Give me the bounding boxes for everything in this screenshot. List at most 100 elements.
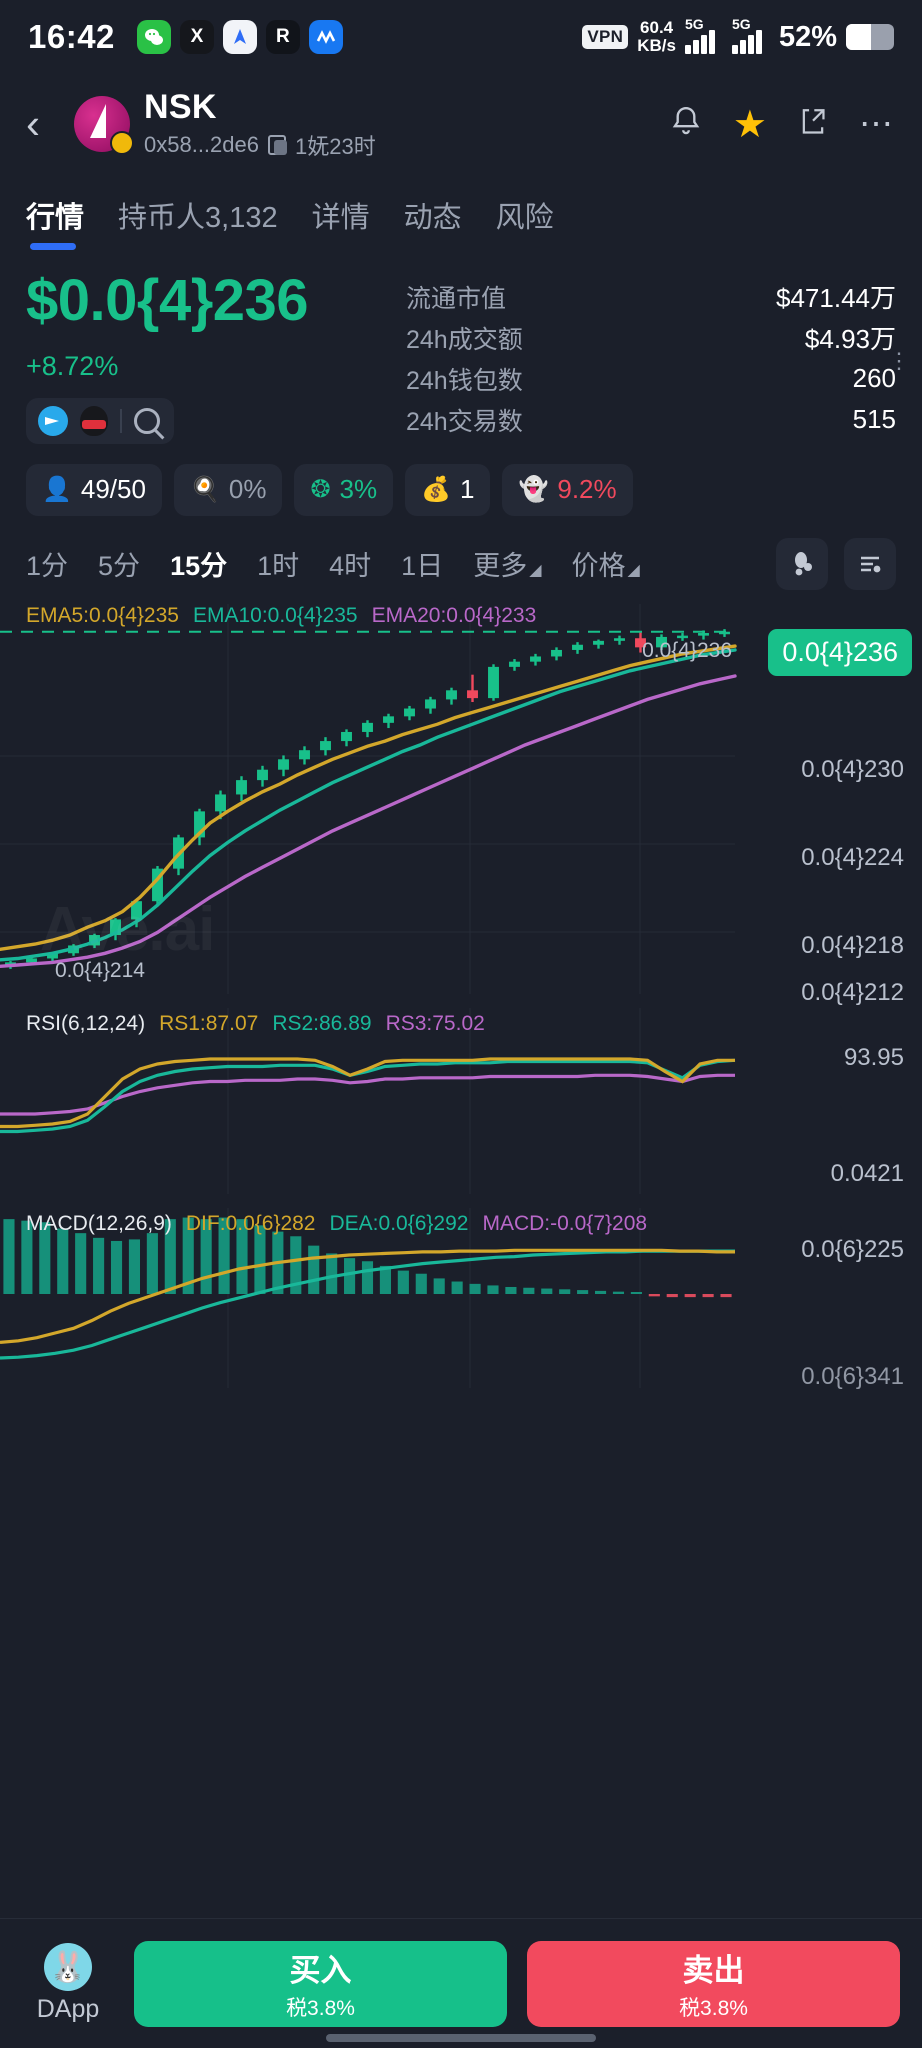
dif-legend: DIF:0.0{6}282 [185, 1211, 316, 1235]
wechat-icon [136, 20, 171, 54]
rs2-legend: RS2:86.89 [272, 1011, 372, 1035]
sell-button[interactable]: 卖出 税3.8% [527, 1940, 900, 2027]
timeframe-15m[interactable]: 15分 [170, 551, 228, 582]
chevron-down-icon: ◢ [627, 562, 640, 580]
dapp-label: DApp [36, 1995, 100, 2023]
low-price-marker: 0.0{4}214 [55, 958, 145, 982]
price-column: $0.0{4}236 +8.72% [26, 268, 406, 444]
knot-icon: ❂ [310, 475, 331, 503]
candlestick-chart[interactable] [0, 603, 922, 994]
ghost-icon: 👻 [518, 475, 549, 503]
more-dots-icon[interactable]: ⋯ [859, 105, 896, 143]
rsi-panel[interactable]: RSI(6,12,24) RS1:87.07 RS2:86.89 RS3:75.… [0, 1007, 922, 1194]
trade-bar: 🐰 DApp 买入 税3.8% 卖出 税3.8% [0, 1918, 922, 2048]
rsi-tick-label: 0.0421 [830, 1159, 904, 1187]
timeframe-1m[interactable]: 1分 [26, 551, 69, 582]
current-price-badge: 0.0{4}236 [768, 628, 912, 676]
telegram-icon[interactable] [38, 405, 68, 436]
macd-panel[interactable]: MACD(12,26,9) DIF:0.0{6}282 DEA:0.0{6}29… [0, 1207, 922, 1390]
pancake-bunny-icon: 🐰 [44, 1943, 92, 1991]
rsi-chart[interactable] [0, 1007, 922, 1194]
sim2-label: 5G [731, 16, 751, 32]
badge-ghost[interactable]: 👻 9.2% [502, 463, 633, 516]
share-icon[interactable] [797, 105, 829, 144]
badge-value: 0% [228, 474, 267, 505]
home-indicator [326, 2034, 596, 2042]
net-speed-value: 60.4 [640, 18, 674, 38]
badge-value: 49/50 [80, 474, 146, 505]
dapp-button[interactable]: 🐰 DApp [22, 1943, 114, 2024]
network-speed: 60.4 KB/s [637, 19, 676, 55]
chef-hat-icon: 🍳 [189, 475, 220, 503]
rsi-legend: RSI(6,12,24) RS1:87.07 RS2:86.89 RS3:75.… [26, 1012, 485, 1036]
stat-label: 24h交易数 [406, 407, 523, 436]
stat-value: 260 [852, 363, 896, 393]
stat-row: 24h钱包数 260 [406, 358, 896, 399]
stat-value: $471.44万 [776, 283, 896, 313]
token-address[interactable]: 0x58...2de6 [144, 131, 259, 157]
macd-legend: MACD(12,26,9) DIF:0.0{6}282 DEA:0.0{6}29… [26, 1212, 647, 1236]
rsi-tick-label: 93.95 [843, 1043, 904, 1071]
m-app-icon [308, 20, 343, 54]
chart-settings-icon[interactable] [844, 537, 896, 590]
badge-moneybag[interactable]: 💰 1 [405, 463, 491, 516]
indicators-icon[interactable] [776, 537, 828, 590]
timeframe-1d[interactable]: 1日 [401, 551, 444, 582]
header-actions: ★ ⋯ [669, 102, 896, 147]
chart-mode-price[interactable]: 价格 ◢ [572, 544, 640, 583]
badge-chef[interactable]: 🍳 0% [173, 463, 283, 516]
star-icon[interactable]: ★ [732, 103, 767, 146]
status-indicators: VPN 60.4 KB/s 5G 5G 52% [582, 16, 894, 55]
price-mode-label: 价格 [571, 551, 626, 582]
tab-risk[interactable]: 风险 [495, 202, 554, 234]
timeframe-5m[interactable]: 5分 [98, 551, 141, 582]
r-app-icon: R [265, 20, 300, 54]
timeframe-more[interactable]: 更多 ◢ [473, 544, 541, 583]
qq-icon[interactable] [80, 405, 108, 436]
buy-button[interactable]: 买入 税3.8% [134, 1940, 507, 2027]
tab-details[interactable]: 详情 [311, 202, 370, 234]
chart-container[interactable]: EMA5:0.0{4}235 EMA10:0.0{4}235 EMA20:0.0… [0, 603, 922, 1006]
stat-row: 24h成交额 $4.93万 [406, 317, 896, 358]
section-tabs: 行情 持币人3,132 详情 动态 风险 [0, 174, 922, 250]
battery-icon [846, 24, 894, 50]
battery-percent: 52% [778, 20, 837, 53]
y-tick-label: 0.0{4}230 [801, 755, 904, 783]
timeframe-1h[interactable]: 1时 [257, 551, 300, 582]
y-tick-label: 0.0{4}212 [801, 978, 904, 1006]
stat-label: 流通市值 [406, 284, 507, 313]
copy-icon[interactable] [267, 134, 287, 155]
search-icon[interactable] [134, 407, 160, 434]
token-name: NSK [144, 87, 217, 126]
token-logo [74, 96, 134, 155]
macd-legend-value: MACD:-0.0{7}208 [482, 1211, 648, 1235]
y-tick-label: 0.0{4}224 [801, 843, 904, 871]
token-header: ‹ NSK 0x58...2de6 1妩23时 ★ ⋯ [0, 74, 922, 174]
chevron-down-icon: ◢ [529, 562, 542, 580]
risk-badges: 👤 49/50 🍳 0% ❂ 3% 💰 1 👻 9.2% [0, 444, 922, 516]
badge-value: 9.2% [557, 474, 617, 505]
badge-value: 1 [460, 474, 475, 505]
badge-holders[interactable]: 👤 49/50 [26, 463, 162, 516]
vpn-badge: VPN [582, 25, 629, 49]
rs1-legend: RS1:87.07 [159, 1011, 259, 1035]
stats-more-icon[interactable]: ⋮ [888, 348, 910, 373]
macd-chart[interactable] [0, 1207, 922, 1388]
badge-knot[interactable]: ❂ 3% [294, 463, 394, 516]
price-change: +8.72% [26, 350, 119, 381]
bell-icon[interactable] [669, 104, 703, 145]
watermark: Ave.ai [40, 894, 215, 964]
ema-legend: EMA5:0.0{4}235 EMA10:0.0{4}235 EMA20:0.0… [26, 604, 536, 628]
stat-label: 24h钱包数 [406, 366, 523, 395]
tab-activity[interactable]: 动态 [403, 202, 462, 234]
sell-tax: 税3.8% [679, 1997, 748, 2020]
sim1-label: 5G [684, 16, 704, 32]
tab-holders[interactable]: 持币人3,132 [118, 202, 278, 234]
tab-market[interactable]: 行情 [26, 194, 84, 250]
y-tick-label: 0.0{4}218 [801, 931, 904, 959]
current-price-inline-label: 0.0{4}236 [642, 638, 732, 662]
social-links [26, 397, 174, 444]
token-meta: NSK 0x58...2de6 1妩23时 [144, 88, 376, 161]
timeframe-4h[interactable]: 4时 [329, 551, 372, 582]
back-button[interactable]: ‹ [26, 100, 40, 147]
